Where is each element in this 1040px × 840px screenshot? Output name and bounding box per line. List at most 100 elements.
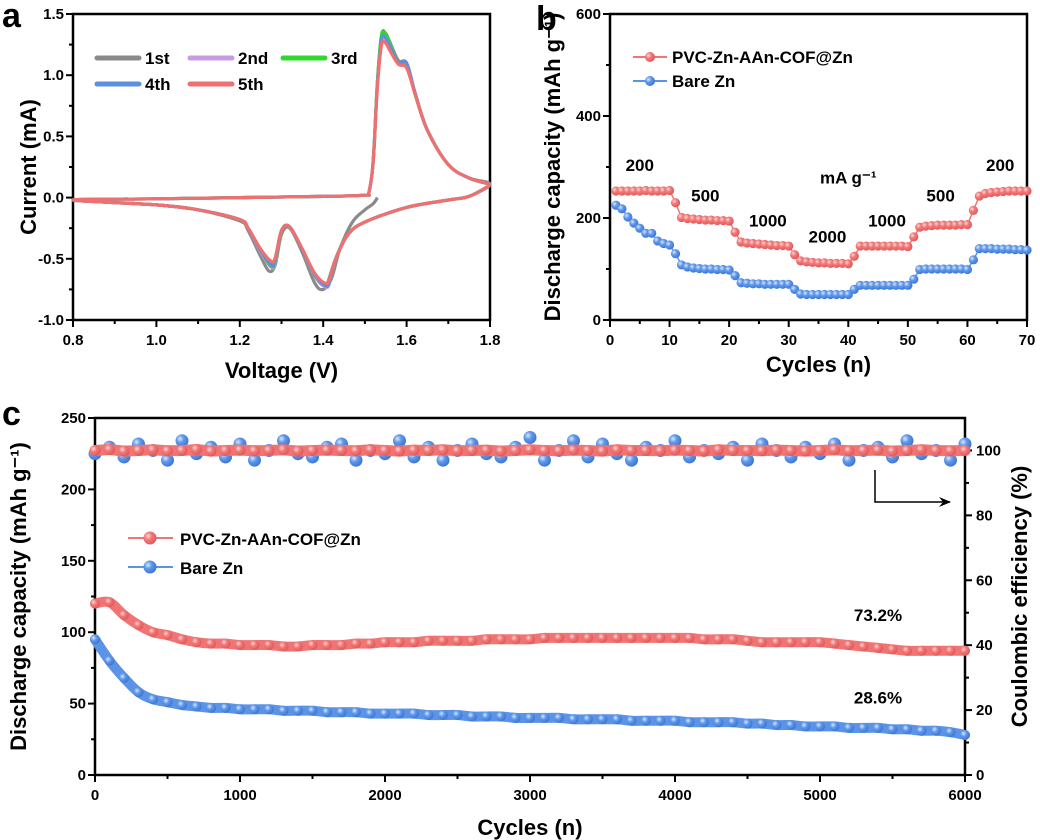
capacity-point-PVC-Zn-AAn-COF@Zn — [220, 638, 231, 649]
ce-point-PVC-Zn-AAn-COF@Zn — [452, 445, 463, 457]
capacity-point-PVC-Zn-AAn-COF@Zn — [148, 627, 158, 638]
capacity-point-PVC-Zn-AAn-COF@Zn — [612, 632, 622, 643]
x-tick-label: 1.8 — [480, 332, 501, 349]
x-tick-label: 30 — [780, 332, 797, 349]
data-point-Bare Zn — [664, 240, 675, 250]
data-point-PVC-Zn-AAn-COF@Zn — [784, 241, 794, 251]
capacity-point-PVC-Zn-AAn-COF@Zn — [264, 640, 274, 651]
right-y-tick-label: 20 — [976, 702, 993, 719]
x-tick-label: 1.2 — [229, 332, 250, 349]
x-tick-label: 1000 — [223, 787, 256, 804]
legend-swatch-marker-Bare Zn — [143, 560, 157, 574]
capacity-point-PVC-Zn-AAn-COF@Zn — [829, 638, 840, 649]
ce-point-PVC-Zn-AAn-COF@Zn — [162, 445, 173, 457]
capacity-point-Bare Zn — [728, 717, 738, 728]
ce-point-Bare Zn — [567, 434, 580, 448]
data-point-PVC-Zn-AAn-COF@Zn — [670, 198, 681, 208]
ce-point-PVC-Zn-AAn-COF@Zn — [321, 444, 333, 456]
right-y-tick-label: 0 — [976, 767, 984, 784]
capacity-point-Bare Zn — [409, 708, 419, 719]
capacity-point-Bare Zn — [191, 701, 202, 712]
capacity-point-Bare Zn — [133, 687, 144, 698]
capacity-point-PVC-Zn-AAn-COF@Zn — [191, 637, 202, 648]
ce-point-PVC-Zn-AAn-COF@Zn — [495, 445, 507, 457]
capacity-retention-label: 28.6% — [854, 689, 902, 708]
capacity-point-Bare Zn — [829, 721, 840, 732]
capacity-point-PVC-Zn-AAn-COF@Zn — [626, 632, 637, 643]
capacity-point-Bare Zn — [568, 714, 579, 725]
legend-label-PVC-Zn-AAn-COF@Zn: PVC-Zn-AAn-COF@Zn — [672, 48, 853, 67]
capacity-point-PVC-Zn-AAn-COF@Zn — [800, 637, 811, 648]
capacity-point-PVC-Zn-AAn-COF@Zn — [713, 634, 724, 645]
capacity-point-Bare Zn — [380, 708, 390, 719]
y-tick-label: 250 — [61, 410, 86, 427]
capacity-point-PVC-Zn-AAn-COF@Zn — [742, 635, 753, 646]
y-tick-label: 100 — [61, 624, 86, 641]
capacity-point-PVC-Zn-AAn-COF@Zn — [206, 638, 216, 649]
capacity-point-Bare Zn — [264, 704, 274, 715]
x-tick-label: 4000 — [658, 787, 691, 804]
capacity-point-PVC-Zn-AAn-COF@Zn — [249, 640, 260, 651]
ce-point-PVC-Zn-AAn-COF@Zn — [626, 444, 637, 456]
capacity-point-PVC-Zn-AAn-COF@Zn — [771, 637, 782, 648]
x-tick-label: 1.0 — [146, 332, 167, 349]
panel-label-a: a — [2, 0, 22, 35]
cv-chart-panel-a: 0.8 1.0 1.2 1.4 1.6 1.8 -1.0 -0.5 0.0 0.5 1.0 1.5 Vo… — [16, 6, 500, 383]
capacity-point-PVC-Zn-AAn-COF@Zn — [177, 634, 187, 645]
data-point-Bare Zn — [843, 289, 853, 300]
capacity-point-PVC-Zn-AAn-COF@Zn — [525, 634, 535, 645]
ce-point-Bare Zn — [349, 453, 363, 467]
capacity-point-PVC-Zn-AAn-COF@Zn — [945, 645, 956, 656]
capacity-point-Bare Zn — [960, 730, 970, 741]
x-tick-label: 50 — [900, 332, 917, 349]
ce-point-PVC-Zn-AAn-COF@Zn — [611, 444, 623, 456]
ce-point-PVC-Zn-AAn-COF@Zn — [858, 444, 869, 456]
capacity-point-PVC-Zn-AAn-COF@Zn — [365, 638, 376, 649]
y-tick-label: 0.5 — [43, 128, 64, 145]
capacity-point-PVC-Zn-AAn-COF@Zn — [322, 640, 332, 651]
cv-curve-1st — [71, 29, 492, 292]
legend-label-4th: 4th — [145, 75, 171, 94]
capacity-point-Bare Zn — [104, 655, 115, 666]
capacity-point-Bare Zn — [336, 707, 347, 718]
capacity-point-PVC-Zn-AAn-COF@Zn — [307, 640, 318, 651]
capacity-point-PVC-Zn-AAn-COF@Zn — [597, 632, 608, 643]
data-point-PVC-Zn-AAn-COF@Zn — [790, 250, 800, 260]
x-axis-title: Cycles (n) — [477, 815, 582, 840]
current-density-label: 2000 — [809, 227, 847, 246]
data-point-Bare Zn — [635, 223, 645, 233]
data-point-Bare Zn — [784, 279, 794, 289]
legend-label-Bare Zn: Bare Zn — [672, 72, 735, 91]
x-tick-label: 0.8 — [63, 332, 84, 349]
capacity-point-PVC-Zn-AAn-COF@Zn — [496, 634, 506, 645]
capacity-point-PVC-Zn-AAn-COF@Zn — [351, 638, 361, 649]
capacity-point-PVC-Zn-AAn-COF@Zn — [394, 637, 405, 648]
ce-point-PVC-Zn-AAn-COF@Zn — [568, 444, 579, 456]
ce-point-PVC-Zn-AAn-COF@Zn — [959, 444, 971, 456]
capacity-point-Bare Zn — [554, 712, 564, 723]
data-point-Bare Zn — [730, 271, 740, 281]
capacity-point-PVC-Zn-AAn-COF@Zn — [757, 637, 767, 648]
panel-label-b: b — [536, 0, 557, 38]
ce-point-PVC-Zn-AAn-COF@Zn — [655, 445, 666, 457]
capacity-point-Bare Zn — [177, 700, 187, 711]
cv-curve-2nd — [71, 31, 491, 290]
capacity-point-PVC-Zn-AAn-COF@Zn — [858, 641, 869, 652]
data-point-Bare Zn — [724, 265, 734, 275]
capacity-point-PVC-Zn-AAn-COF@Zn — [539, 632, 550, 643]
data-point-Bare Zn — [962, 264, 973, 275]
capacity-point-PVC-Zn-AAn-COF@Zn — [815, 637, 825, 648]
capacity-point-Bare Zn — [510, 712, 521, 723]
data-point-PVC-Zn-AAn-COF@Zn — [724, 216, 734, 226]
capacity-point-Bare Zn — [235, 704, 245, 715]
ce-point-Bare Zn — [668, 434, 682, 448]
x-tick-label: 1.6 — [396, 332, 417, 349]
capacity-point-Bare Zn — [539, 712, 550, 723]
capacity-point-PVC-Zn-AAn-COF@Zn — [641, 632, 651, 643]
x-tick-label: 2000 — [368, 787, 401, 804]
capacity-point-PVC-Zn-AAn-COF@Zn — [887, 644, 898, 655]
data-point-PVC-Zn-AAn-COF@Zn — [843, 259, 853, 269]
x-tick-label: 40 — [840, 332, 857, 349]
capacity-point-PVC-Zn-AAn-COF@Zn — [409, 637, 419, 648]
capacity-point-Bare Zn — [771, 720, 782, 731]
